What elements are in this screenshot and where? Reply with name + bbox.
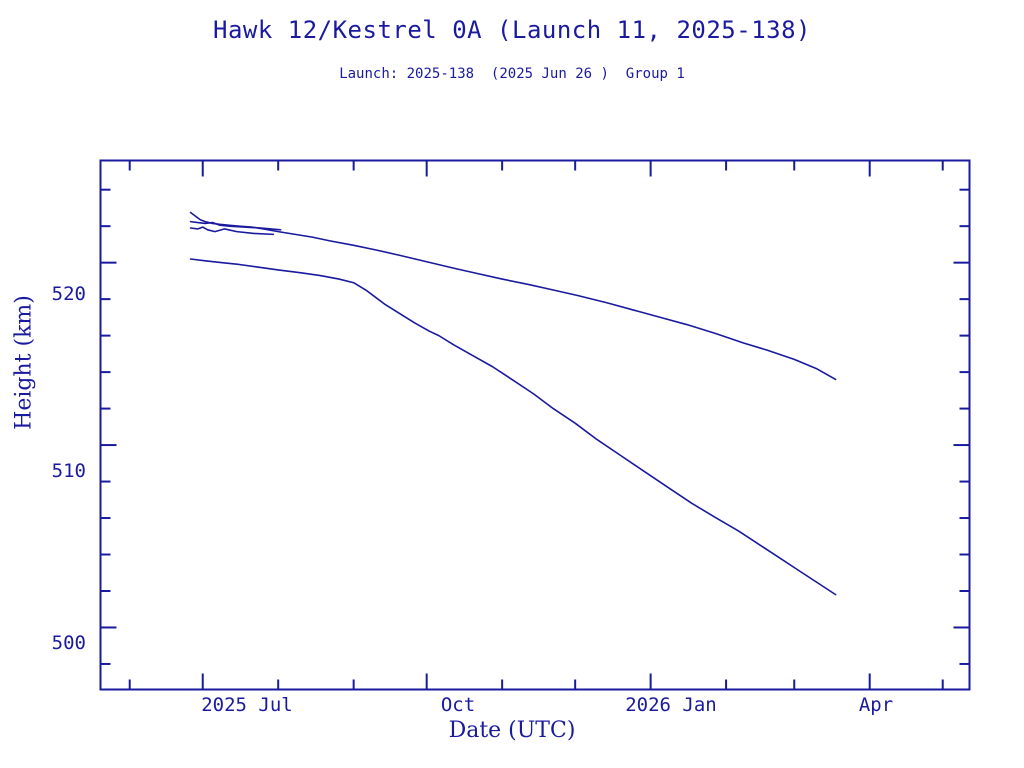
x-axis-title: Date (UTC) xyxy=(448,718,576,743)
x-tick-label-2026-jan: 2026 Jan xyxy=(625,694,717,716)
x-tick-label-oct: Oct xyxy=(440,694,476,716)
chart-subtitle: Launch: 2025-138 (2025 Jun 26 ) Group 1 xyxy=(339,66,685,82)
series-early-cluster-trace-a xyxy=(189,220,282,231)
y-tick-label-500: 500 xyxy=(51,632,86,654)
x-tick-label-apr: Apr xyxy=(858,694,894,716)
data-series-group xyxy=(189,211,837,596)
y-axis-ticks xyxy=(100,188,970,665)
y-tick-label-510: 510 xyxy=(51,460,86,482)
plot-frame xyxy=(99,159,971,691)
series-early-cluster-trace-b xyxy=(189,226,275,236)
chart-title: Hawk 12/Kestrel 0A (Launch 11, 2025-138) xyxy=(213,16,811,44)
x-axis-ticks xyxy=(128,160,944,690)
series-lower-object-track xyxy=(189,258,837,596)
y-tick-label-520: 520 xyxy=(51,283,86,305)
x-tick-label-2025-jul: 2025 Jul xyxy=(201,694,293,716)
series-upper-object-track xyxy=(189,211,837,381)
